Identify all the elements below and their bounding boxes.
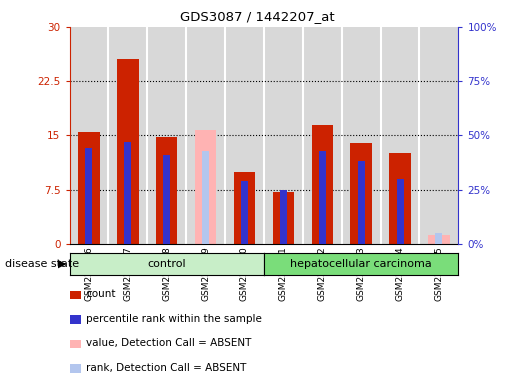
Bar — [435, 233, 442, 244]
Bar — [280, 190, 287, 244]
Bar — [195, 130, 216, 244]
Bar — [147, 27, 186, 244]
Bar — [389, 154, 411, 244]
Text: ▶: ▶ — [58, 259, 66, 269]
Bar — [186, 27, 225, 244]
Bar — [342, 27, 381, 244]
Bar — [428, 235, 450, 244]
Bar — [70, 27, 109, 244]
Bar — [272, 192, 294, 244]
Bar — [85, 148, 93, 244]
Bar — [350, 142, 372, 244]
Bar — [234, 172, 255, 244]
Bar — [117, 60, 139, 244]
Text: control: control — [147, 259, 186, 269]
Bar — [397, 179, 404, 244]
Text: percentile rank within the sample: percentile rank within the sample — [86, 314, 262, 324]
Bar — [202, 151, 209, 244]
Bar — [319, 151, 326, 244]
Bar — [241, 181, 248, 244]
Bar — [225, 27, 264, 244]
Bar — [156, 137, 178, 244]
Bar — [381, 27, 419, 244]
Bar — [420, 27, 458, 244]
Bar — [124, 142, 131, 244]
Bar — [312, 124, 333, 244]
Bar — [303, 27, 342, 244]
Bar — [78, 132, 100, 244]
Text: count: count — [86, 290, 115, 300]
Text: value, Detection Call = ABSENT: value, Detection Call = ABSENT — [86, 338, 251, 348]
Bar — [264, 27, 303, 244]
Text: hepatocellular carcinoma: hepatocellular carcinoma — [290, 259, 432, 269]
Text: rank, Detection Call = ABSENT: rank, Detection Call = ABSENT — [86, 363, 246, 373]
Bar — [163, 155, 170, 244]
Bar — [357, 161, 365, 244]
Text: GDS3087 / 1442207_at: GDS3087 / 1442207_at — [180, 10, 335, 23]
Text: disease state: disease state — [5, 259, 79, 269]
Bar — [108, 27, 147, 244]
